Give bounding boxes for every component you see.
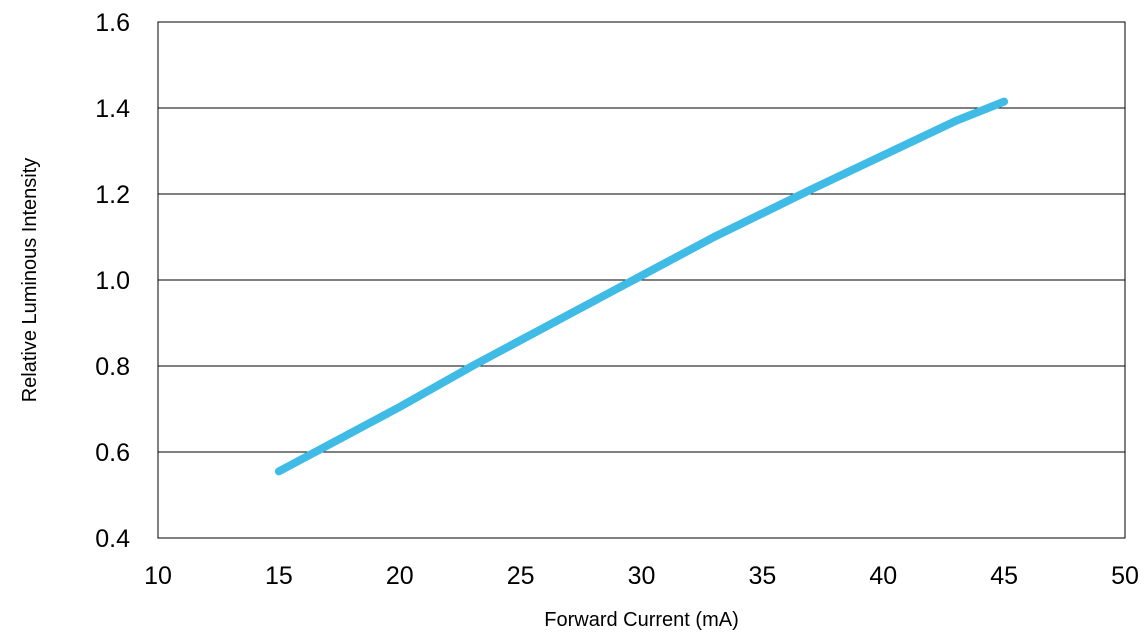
series-layer [274, 97, 1009, 476]
y-tick-label: 1.2 [95, 181, 130, 209]
x-tick-label: 40 [869, 562, 897, 590]
y-tick-label: 1.6 [95, 9, 130, 37]
y-tick-label: 0.4 [95, 525, 130, 553]
y-tick-label: 1.4 [95, 95, 130, 123]
x-tick-label: 35 [748, 562, 776, 590]
x-tick-label: 20 [386, 562, 414, 590]
x-tick-label: 10 [144, 562, 172, 590]
x-tick-label: 30 [628, 562, 656, 590]
y-axis-title: Relative Luminous Intensity [19, 158, 41, 403]
x-tick-label: 15 [265, 562, 293, 590]
y-tick-label: 1.0 [95, 267, 130, 295]
x-axis-title: Forward Current (mA) [544, 609, 738, 631]
x-tick-label: 50 [1111, 562, 1139, 590]
x-tick-labels: 10 15 20 25 30 35 40 45 50 [144, 562, 1139, 590]
series-line [274, 97, 1009, 476]
x-tick-label: 45 [990, 562, 1018, 590]
plot-area [157, 21, 1126, 539]
y-tick-label: 0.8 [95, 353, 130, 381]
x-tick-label: 25 [507, 562, 535, 590]
y-tick-label: 0.6 [95, 439, 130, 467]
y-tick-labels: 0.4 0.6 0.8 1.0 1.2 1.4 1.6 [95, 9, 130, 553]
